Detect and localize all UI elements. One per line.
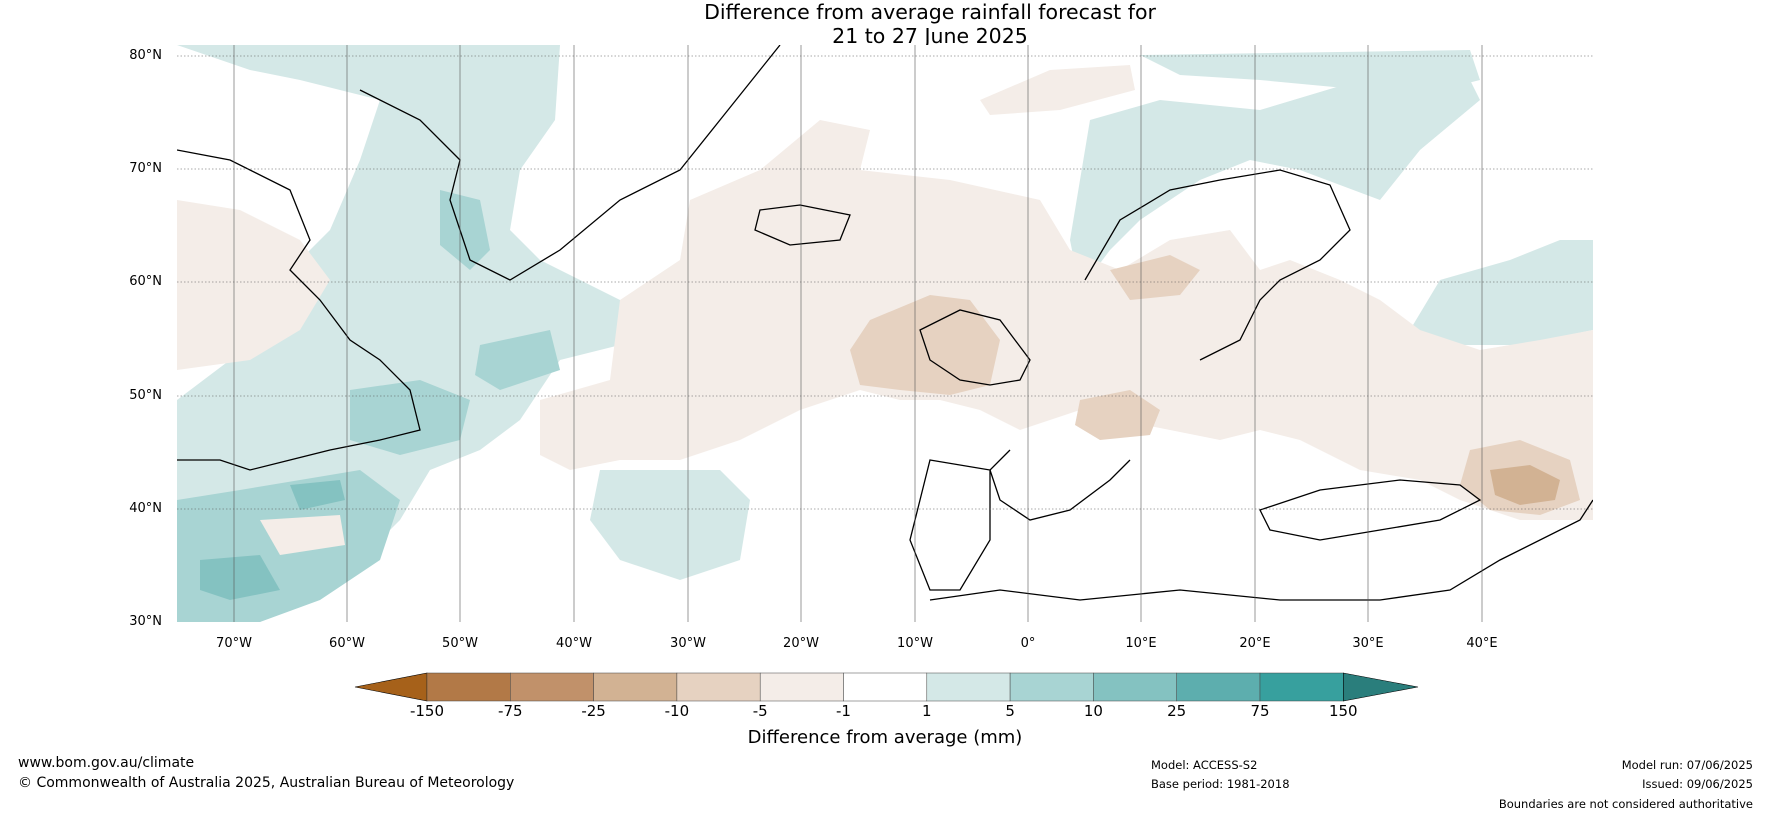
lon-label-10e: 10°E <box>1125 636 1157 651</box>
coastlines <box>177 45 1593 601</box>
model-text: Model: ACCESS-S2 <box>1151 758 1258 772</box>
lat-label-50n: 50°N <box>129 388 162 403</box>
wet-anomaly-regions <box>177 45 1593 622</box>
lat-label-40n: 40°N <box>129 501 162 516</box>
base-period-text: Base period: 1981-2018 <box>1151 777 1290 791</box>
colorbar-segment <box>926 672 1011 702</box>
colorbar-tick-label: -5 <box>752 702 768 720</box>
colorbar-segment <box>1093 672 1177 702</box>
colorbar-tick-label: -10 <box>664 702 690 720</box>
colorbar-segment <box>1009 672 1094 702</box>
issued-text: Issued: 09/06/2025 <box>1642 777 1753 791</box>
colorbar-tick-label: 1 <box>922 702 932 720</box>
colorbar-tick-label: -25 <box>581 702 606 720</box>
colorbar-segment <box>510 672 594 702</box>
lon-label-60w: 60°W <box>329 636 365 651</box>
colorbar-segment <box>843 672 928 702</box>
model-run-text: Model run: 07/06/2025 <box>1621 758 1753 772</box>
colorbar-segment <box>676 672 761 702</box>
lon-label-40w: 40°W <box>556 636 592 651</box>
colorbar-extend-high <box>1343 672 1419 702</box>
meridians <box>233 45 1483 622</box>
colorbar-tick-label: -1 <box>836 702 851 720</box>
dry-anomaly-regions <box>177 65 1593 555</box>
colorbar-tick-label: 25 <box>1167 702 1187 720</box>
lon-label-10w: 10°W <box>897 636 933 651</box>
colorbar-segment <box>426 672 511 702</box>
lon-label-20w: 20°W <box>783 636 819 651</box>
lat-label-80n: 80°N <box>129 48 162 63</box>
colorbar <box>354 672 1419 702</box>
colorbar-segment <box>1259 672 1344 702</box>
lon-label-50w: 50°W <box>442 636 478 651</box>
colorbar-tick-label: 75 <box>1250 702 1270 720</box>
colorbar-title: Difference from average (mm) <box>747 727 1023 748</box>
lon-label-40e: 40°E <box>1466 636 1498 651</box>
lat-label-60n: 60°N <box>129 274 162 289</box>
title-line-2: 21 to 27 June 2025 <box>832 24 1028 48</box>
colorbar-tick-label: 5 <box>1005 702 1015 720</box>
title-line-1: Difference from average rainfall forecas… <box>704 0 1156 24</box>
colorbar-tick-label: -75 <box>498 702 523 720</box>
colorbar-segment <box>1176 672 1261 702</box>
lon-label-70w: 70°W <box>216 636 252 651</box>
lat-label-30n: 30°N <box>129 614 162 629</box>
copyright-text: © Commonwealth of Australia 2025, Austra… <box>18 775 515 791</box>
colorbar-tick-label: -150 <box>409 702 445 720</box>
colorbar-extend-low <box>354 672 428 702</box>
strong-dry-anomaly-regions <box>1490 465 1560 505</box>
lon-label-30w: 30°W <box>670 636 706 651</box>
website-text: www.bom.gov.au/climate <box>18 755 195 771</box>
gridlines <box>177 55 1593 510</box>
lon-label-0: 0° <box>1020 636 1036 651</box>
lon-label-20e: 20°E <box>1239 636 1271 651</box>
colorbar-tick-label: 150 <box>1328 702 1358 720</box>
lon-label-30e: 30°E <box>1352 636 1384 651</box>
map-area <box>177 45 1593 622</box>
colorbar-segment <box>593 672 678 702</box>
disclaimer-text: Boundaries are not considered authoritat… <box>1498 797 1753 811</box>
lat-label-70n: 70°N <box>129 161 162 176</box>
map-title: Difference from average rainfall forecas… <box>0 0 1770 48</box>
colorbar-segment <box>759 672 844 702</box>
colorbar-tick-label: 10 <box>1083 702 1103 720</box>
very-wet-anomaly-regions <box>200 480 345 600</box>
